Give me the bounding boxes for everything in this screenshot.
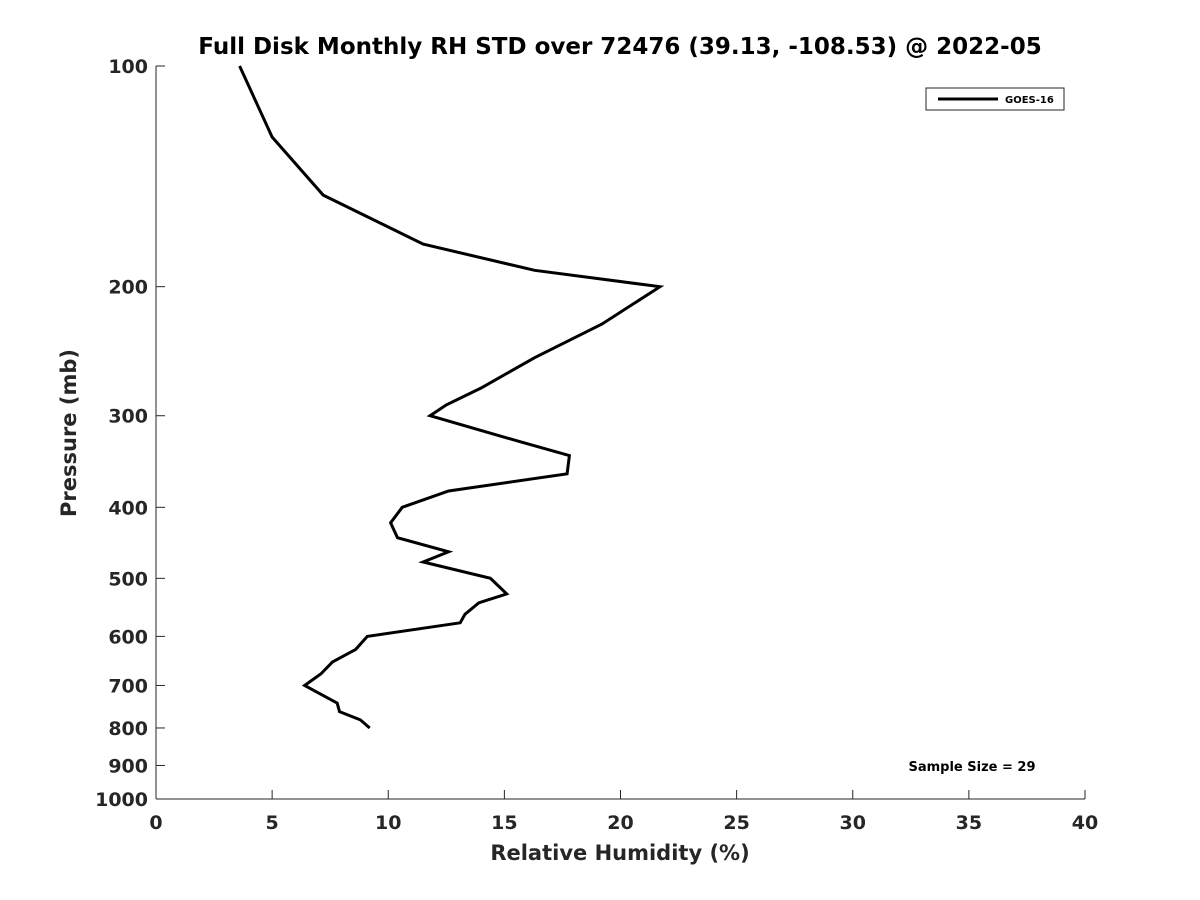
series-layer	[238, 65, 665, 730]
y-tick-label-500: 500	[108, 568, 148, 590]
y-tick-label-900: 900	[108, 755, 148, 777]
y-tick-label-300: 300	[108, 406, 148, 428]
x-tick-label-5: 5	[266, 812, 279, 834]
x-axis-ticks: 0 5 10 15 20 25 30 35 40	[149, 790, 1098, 834]
x-tick-label-35: 35	[956, 812, 982, 834]
x-tick-label-15: 15	[491, 812, 517, 834]
y-tick-label-800: 800	[108, 718, 148, 740]
y-tick-label-100: 100	[108, 56, 148, 78]
x-tick-label-25: 25	[723, 812, 749, 834]
x-tick-label-20: 20	[607, 812, 633, 834]
y-tick-label-700: 700	[108, 675, 148, 697]
legend: GOES-16	[925, 87, 1065, 111]
y-axis-ticks: 100 200 300 400 500 600 700 800 900 1000	[95, 56, 165, 811]
legend-label-goes-16: GOES-16	[1005, 95, 1054, 106]
plot-axes	[155, 66, 1085, 800]
x-tick-label-10: 10	[375, 812, 401, 834]
y-tick-label-1000: 1000	[95, 789, 148, 811]
series-line-goes-16	[238, 65, 665, 730]
x-axis-label: Relative Humidity (%)	[490, 841, 749, 865]
y-axis-label: Pressure (mb)	[57, 349, 81, 517]
y-tick-label-600: 600	[108, 626, 148, 648]
x-tick-label-30: 30	[840, 812, 866, 834]
y-tick-label-400: 400	[108, 497, 148, 519]
x-tick-label-40: 40	[1072, 812, 1098, 834]
y-tick-label-200: 200	[108, 277, 148, 299]
x-tick-label-0: 0	[149, 812, 162, 834]
chart-title: Full Disk Monthly RH STD over 72476 (39.…	[198, 34, 1042, 60]
sample-size-annotation: Sample Size = 29	[908, 760, 1035, 775]
